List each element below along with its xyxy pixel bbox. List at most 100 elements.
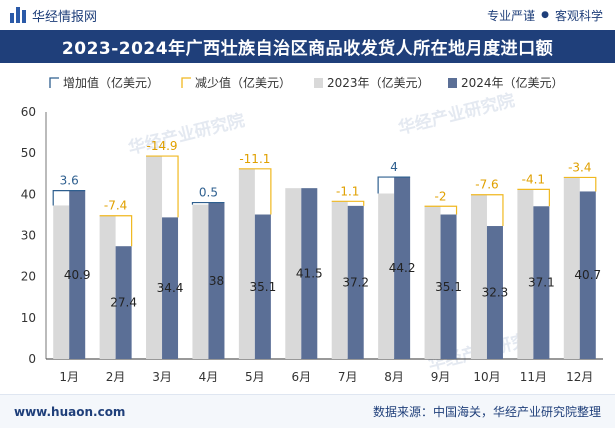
decrease-bracket (517, 188, 550, 207)
footer-website: www.huaon.com (14, 404, 126, 419)
decrease-bracket (99, 215, 133, 247)
data-labels: 3.6 40.9 -7.4 27.4 -14.9 34.4 0.5 38 -11.1 35.1 41… (60, 139, 601, 310)
increase-bracket (191, 201, 225, 205)
bar-2023 (99, 215, 116, 359)
value-label: 38 (209, 274, 224, 288)
x-tick-label: 12月 (566, 370, 593, 384)
change-label: -7.6 (475, 178, 498, 192)
change-label: -1.1 (336, 184, 359, 198)
bar-2023 (192, 204, 209, 359)
change-label: 4 (390, 160, 398, 174)
bar-2023 (378, 193, 395, 359)
bar-2023 (238, 168, 255, 359)
slogan-dot: ● (541, 10, 549, 20)
legend-increase-swatch (49, 77, 59, 88)
bar-2024 (69, 190, 86, 359)
increase-bracket (377, 176, 411, 194)
chart-title: 2023-2024年广西壮族自治区商品收发货人所在地月度进口额 (61, 39, 554, 59)
change-label: 3.6 (60, 174, 79, 188)
y-tick-label: 50 (21, 146, 36, 160)
bar-2024 (440, 214, 457, 359)
bar-2024 (347, 205, 364, 359)
chart-title-band: 2023-2024年广西壮族自治区商品收发货人所在地月度进口额 (0, 30, 615, 63)
watermark-text: 华经产业研究院 (396, 90, 517, 139)
legend-2024-swatch (448, 78, 457, 88)
bar-2024 (394, 177, 411, 359)
decrease-bracket (563, 176, 597, 192)
decrease-bracket (146, 155, 179, 218)
bar-2023 (146, 156, 163, 359)
bar-2024 (486, 226, 503, 359)
legend-increase-label: 增加值（亿美元） (63, 75, 159, 90)
bar-2023 (53, 205, 70, 359)
legend: 增加值（亿美元） 减少值（亿美元） 2023年（亿美元） 2024年（亿美元） (49, 75, 564, 90)
slogan: 专业严谨 ● 客观科学 (487, 7, 603, 24)
y-tick-label: 20 (21, 270, 36, 284)
legend-2023-label: 2023年（亿美元） (327, 75, 430, 90)
value-label: 35.1 (250, 280, 277, 294)
bar-2023 (424, 206, 441, 359)
y-tick-label: 30 (21, 229, 36, 243)
y-tick-label: 10 (21, 311, 36, 325)
change-label: -11.1 (239, 152, 270, 166)
x-tick-label: 1月 (59, 370, 79, 384)
bar-2024 (208, 202, 225, 359)
bars (52, 155, 597, 359)
bar-2023 (563, 177, 580, 359)
legend-decrease-label: 减少值（亿美元） (195, 75, 291, 90)
change-label: -14.9 (147, 139, 178, 153)
y-tick-label: 0 (28, 352, 36, 366)
bar-2024 (579, 191, 596, 359)
value-label: 40.7 (574, 268, 601, 282)
y-tick-label: 40 (21, 187, 36, 201)
change-label: -4.1 (522, 172, 545, 186)
value-label: 37.2 (342, 275, 369, 289)
legend-2024-label: 2024年（亿美元） (461, 75, 564, 90)
x-tick-label: 9月 (431, 370, 451, 384)
change-label: -2 (435, 189, 447, 203)
value-label: 44.2 (389, 261, 416, 275)
bar-chart: 华经产业研究院 华经产业研究院 华经产业研究院 增加值（亿美元）减少值（亿美元）… (21, 75, 603, 384)
bar-2024 (301, 188, 318, 359)
top-bar: 华经情报网 专业严谨 ● 客观科学 (0, 0, 615, 30)
value-label: 32.3 (482, 286, 509, 300)
x-tick-label: 5月 (245, 370, 265, 384)
x-tick-label: 2月 (106, 370, 126, 384)
value-label: 37.1 (528, 276, 555, 290)
brand-name: 华经情报网 (32, 9, 98, 25)
slogan-left: 专业严谨 (487, 8, 536, 23)
slogan-right: 客观科学 (554, 8, 603, 23)
x-tick-label: 11月 (520, 370, 547, 384)
bar-2023 (517, 189, 534, 359)
change-label: 0.5 (199, 186, 218, 200)
bar-2024 (115, 246, 132, 359)
brand: 华经情报网 (10, 6, 97, 25)
x-tick-label: 10月 (473, 370, 500, 384)
decrease-bracket (424, 205, 458, 215)
decrease-bracket (238, 168, 272, 215)
legend-decrease-swatch (181, 77, 191, 88)
increase-bracket (52, 190, 86, 206)
bar-2023 (331, 201, 348, 359)
decrease-bracket (470, 194, 504, 227)
x-tick-label: 3月 (152, 370, 172, 384)
decrease-bracket (331, 200, 365, 206)
footer: www.huaon.com 数据来源：中国海关，华经产业研究院整理 (0, 394, 615, 428)
x-tick-label: 7月 (338, 370, 358, 384)
bar-2023 (285, 188, 302, 359)
bar-2023 (470, 194, 487, 359)
change-label: -3.4 (568, 160, 591, 174)
value-label: 40.9 (64, 268, 91, 282)
value-label: 27.4 (110, 296, 137, 310)
legend-2023-swatch (314, 78, 323, 88)
x-tick-label: 4月 (199, 370, 219, 384)
watermark-text: 华经产业研究院 (126, 110, 247, 159)
bar-2024 (533, 206, 550, 359)
x-tick-label: 8月 (384, 370, 404, 384)
value-label: 34.4 (157, 281, 184, 295)
value-label: 35.1 (435, 280, 462, 294)
bar-2024 (254, 214, 271, 359)
axes: 0 10 20 30 40 50 60 1月 2月 3月 4月 5月 6月 7月 8月 9月 10月 11月 12月 (21, 105, 603, 384)
x-tick-label: 6月 (291, 370, 311, 384)
y-tick-label: 60 (21, 105, 36, 119)
